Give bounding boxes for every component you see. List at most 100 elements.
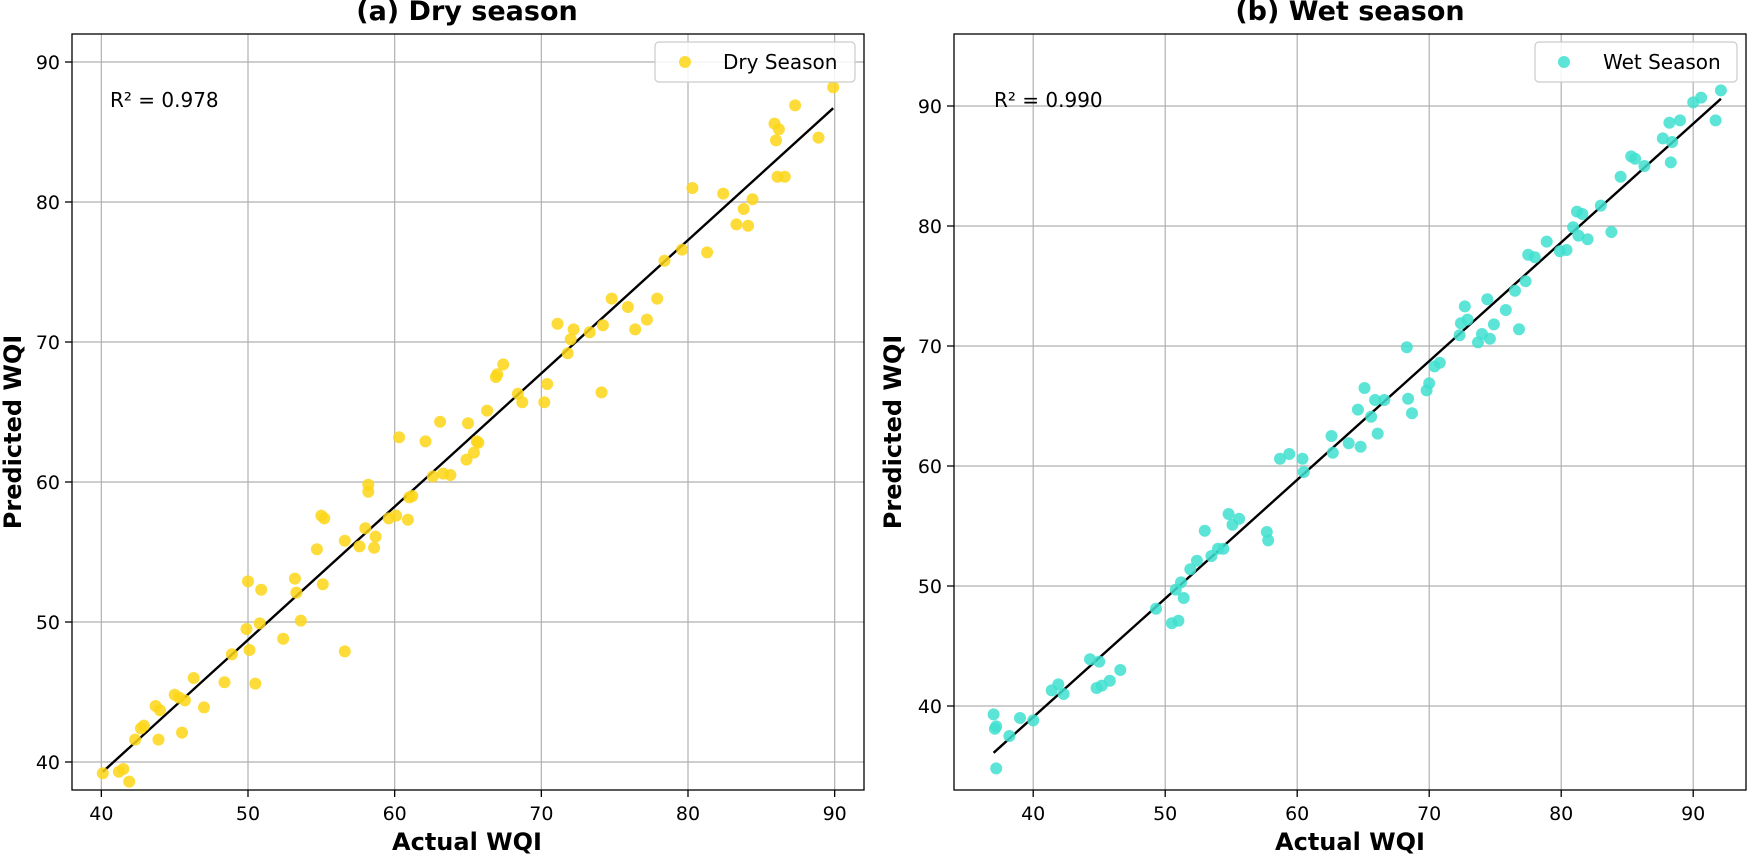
y-tick-label-70-wet: 70 [918,336,942,358]
scatter-point-dry [129,733,142,746]
scatter-point-wet [1233,512,1246,525]
scatter-point-wet [1509,284,1521,297]
legend-marker-wet [1558,56,1570,68]
scatter-point-wet [1423,377,1436,390]
scatter-point-wet [1351,403,1364,416]
scatter-point-dry [310,543,323,556]
scatter-point-wet [1184,563,1197,576]
scatter-point-wet [1402,392,1415,405]
scatter-point-wet [1326,446,1339,459]
scatter-point-wet [1103,674,1116,687]
y-tick-label-50-dry: 50 [36,612,60,634]
scatter-point-wet [1175,576,1187,589]
scatter-point-wet [1638,160,1651,172]
scatter-point-wet [1461,313,1474,326]
r-squared-annotation-dry: R² = 0.978 [110,88,219,112]
scatter-point-wet [1371,427,1384,440]
chart-title-dry: (a) Dry season [356,0,577,27]
scatter-point-dry [240,623,253,635]
legend-label-wet: Wet Season [1603,50,1721,74]
x-tick-label-40-dry: 40 [89,803,113,825]
scatter-point-wet [1560,244,1573,256]
scatter-point-wet [1084,653,1096,666]
scatter-point-wet [1605,226,1618,238]
scatter-point-dry [497,358,510,371]
scatter-point-wet [1003,730,1016,742]
x-tick-label-50-dry: 50 [236,803,260,825]
x-axis-label-dry: Actual WQI [392,828,542,854]
scatter-point-dry [316,578,329,591]
scatter-point-dry [123,775,136,788]
scatter-point-dry [318,512,331,525]
legend-dry: Dry Season [654,41,856,83]
scatter-point-wet [1262,534,1275,547]
scatter-point-dry [491,368,504,381]
x-tick-label-60-dry: 60 [383,803,407,825]
scatter-point-wet [1400,341,1413,354]
fit-line-dry [101,107,835,773]
scatter-point-wet [1629,152,1642,165]
scatter-point-dry [567,323,580,336]
scatter-point-wet [1458,300,1471,313]
y-tick-label-90-wet: 90 [918,96,942,118]
scatter-point-wet [1014,712,1026,724]
axes-frame-wet [953,33,1747,791]
scatter-point-wet [1093,655,1106,668]
scatter-point-wet [1663,116,1676,129]
scatter-point-dry [737,203,750,215]
scatter-point-wet [1057,688,1070,700]
scatter-point-dry [277,632,290,645]
scatter-point-dry [242,575,254,588]
scatter-point-wet [1150,602,1162,615]
scatter-point-dry [218,676,231,689]
y-tick-label-90-dry: 90 [36,52,60,74]
scatter-point-dry [288,572,301,585]
scatter-point-dry [730,218,743,231]
scatter-point-dry [255,583,268,596]
scatter-point-dry [368,541,381,554]
x-tick-label-70-wet: 70 [1417,803,1441,825]
scatter-point-wet [1581,233,1594,246]
scatter-point-dry [176,726,188,739]
scatter-point-wet [1114,664,1127,676]
x-tick-label-70-dry: 70 [529,803,553,825]
grid-wet [954,34,1746,790]
scatter-point-dry [419,435,432,448]
scatter-point-wet [1406,407,1418,420]
scatter-point-dry [401,513,414,526]
x-tick-label-90-dry: 90 [823,803,847,825]
scatter-point-dry [538,396,551,409]
y-tick-label-50-wet: 50 [918,576,942,598]
scatter-point-wet [1296,452,1309,465]
y-axis-label-dry: Predicted WQI [0,335,27,529]
scatter-point-dry [686,182,699,194]
scatter-point-dry [812,131,825,144]
scatter-point-dry [406,490,419,502]
scatter-point-wet [1572,229,1585,242]
y-tick-label-40-dry: 40 [36,752,60,774]
scatter-point-wet [1487,318,1500,331]
scatter-point-dry [605,292,618,305]
x-tick-label-90-wet: 90 [1681,803,1705,825]
scatter-point-wet [1528,251,1541,264]
scatter-point-dry [369,530,382,543]
scatter-point-wet [1499,304,1512,316]
scatter-point-dry [701,246,714,259]
ticks-dry: 40 50 60 70 80 90 40 50 60 70 80 90 [36,52,847,825]
scatter-point-dry [789,99,802,112]
scatter-point-wet [1695,91,1708,104]
scatter-points-dry [96,81,840,788]
legend-label-dry: Dry Season [723,50,837,74]
scatter-point-wet [1172,614,1185,627]
x-axis-label-wet: Actual WQI [1275,828,1425,854]
scatter-point-wet [1453,329,1466,342]
scatter-point-wet [1358,382,1371,394]
scatter-point-wet [1483,332,1496,345]
scatter-point-dry [651,292,664,305]
y-tick-label-60-dry: 60 [36,472,60,494]
scatter-point-wet [1283,448,1296,460]
scatter-point-wet [1576,208,1589,220]
scatter-point-wet [1222,508,1235,520]
scatter-point-dry [290,586,303,599]
x-tick-label-60-wet: 60 [1285,803,1309,825]
